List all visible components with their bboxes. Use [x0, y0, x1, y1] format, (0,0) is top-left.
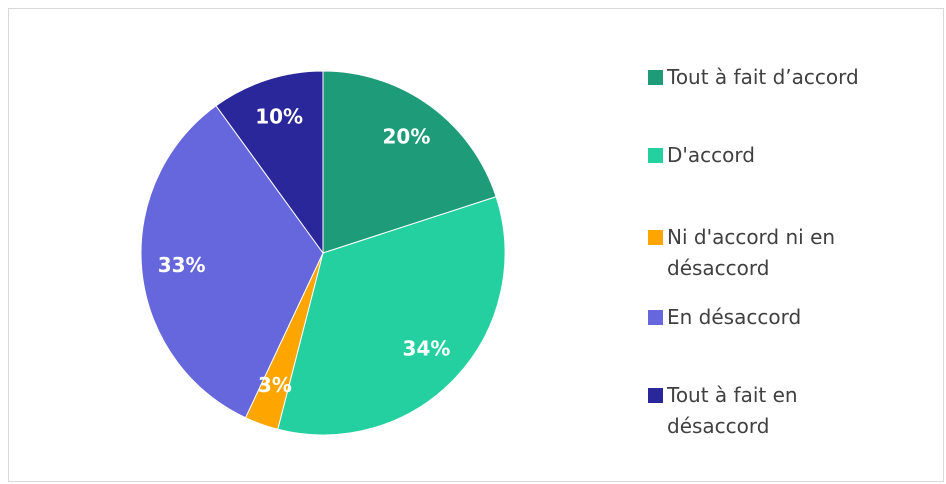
- legend-label: D'accord: [667, 143, 755, 167]
- legend-swatch: [648, 388, 663, 403]
- legend-label: Ni d'accord ni en désaccord: [667, 225, 836, 280]
- legend-item: Tout à fait en désaccord: [648, 380, 928, 442]
- legend-item: Tout à fait d’accord: [648, 62, 928, 93]
- legend-swatch: [648, 310, 663, 325]
- legend-item: D'accord: [648, 140, 928, 171]
- value-label: 10%: [255, 104, 303, 128]
- legend-item: Ni d'accord ni en désaccord: [648, 222, 928, 284]
- legend-swatch: [648, 230, 663, 245]
- pie-slice: [215, 70, 324, 255]
- legend-label: En désaccord: [667, 305, 802, 329]
- legend-swatch: [648, 70, 663, 85]
- legend-item: En désaccord: [648, 302, 928, 333]
- pie-slice: [277, 196, 506, 436]
- value-label: 20%: [383, 125, 431, 149]
- value-label: 33%: [158, 253, 206, 277]
- value-label: 3%: [258, 373, 292, 397]
- pie-slice: [140, 105, 324, 419]
- chart-frame: [8, 8, 944, 482]
- legend-label: Tout à fait d’accord: [667, 65, 859, 89]
- legend-swatch: [648, 148, 663, 163]
- legend-label: Tout à fait en désaccord: [667, 383, 798, 438]
- pie-slice: [322, 70, 497, 254]
- value-label: 34%: [403, 337, 451, 361]
